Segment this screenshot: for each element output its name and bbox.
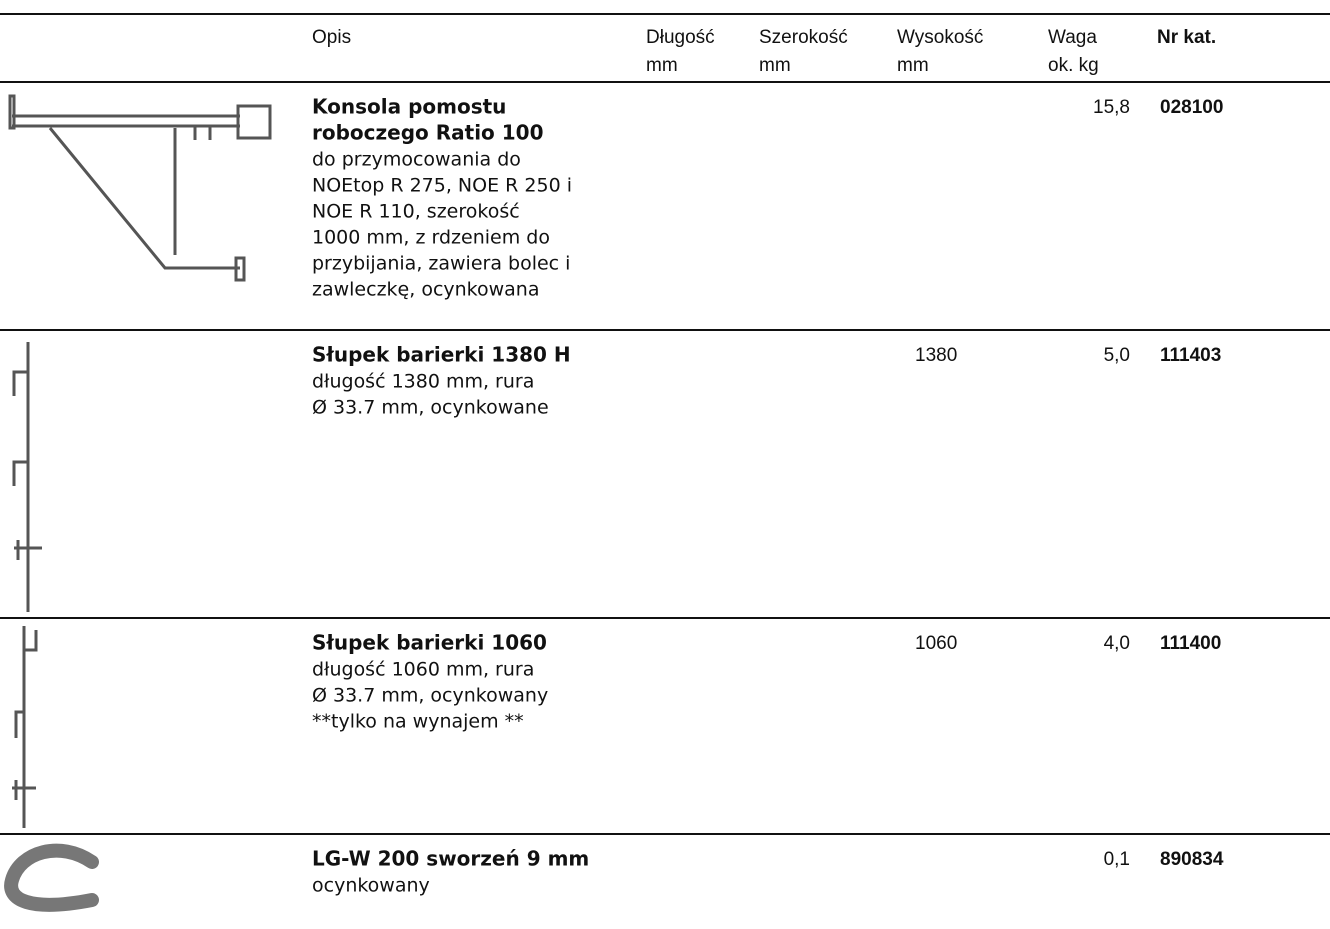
product-name: Słupek barierki 1060 [312,631,547,655]
product-name: Słupek barierki 1380 H [312,343,571,367]
product-description: Ø 33.7 mm, ocynkowany [312,685,548,707]
catalog-number: 111400 [1160,633,1221,654]
column-header: Szerokość [759,27,848,48]
product-name: roboczego Ratio 100 [312,121,544,145]
column-header: ok. kg [1048,55,1099,76]
product-description: do przymocowania do [312,149,521,171]
product-description: zawleczkę, ocynkowana [312,279,540,301]
column-header: mm [646,55,678,76]
column-header: Opis [312,27,351,48]
catalog-number: 028100 [1160,97,1223,118]
product-description: długość 1060 mm, rura [312,659,534,681]
product-image [4,843,99,912]
weight-value: 5,0 [1104,345,1130,366]
product-name: Konsola pomostu [312,95,506,119]
catalog-number: 890834 [1160,849,1224,870]
product-description: Ø 33.7 mm, ocynkowane [312,397,549,419]
product-image [12,342,42,612]
product-image [8,94,272,282]
column-header: Waga [1048,27,1097,48]
height-value: 1060 [915,633,957,654]
column-header: Nr kat. [1157,27,1216,48]
column-header: Wysokość [897,27,983,48]
column-header: mm [759,55,791,76]
product-name: LG-W 200 sworzeń 9 mm [312,847,589,871]
product-description: przybijania, zawiera bolec i [312,253,570,275]
column-header: Długość [646,27,715,48]
catalog-number: 111403 [1160,345,1221,366]
column-header: mm [897,55,929,76]
height-value: 1380 [915,345,957,366]
product-description: **tylko na wynajem ** [312,711,524,733]
weight-value: 0,1 [1104,849,1130,870]
product-description: NOE R 110, szerokość [312,201,520,223]
product-description: długość 1380 mm, rura [312,371,534,393]
weight-value: 15,8 [1093,97,1130,118]
weight-value: 4,0 [1104,633,1130,654]
product-description: 1000 mm, z rdzeniem do [312,227,550,249]
product-description: ocynkowany [312,875,430,897]
product-description: NOEtop R 275, NOE R 250 i [312,175,572,197]
product-image [12,626,38,828]
